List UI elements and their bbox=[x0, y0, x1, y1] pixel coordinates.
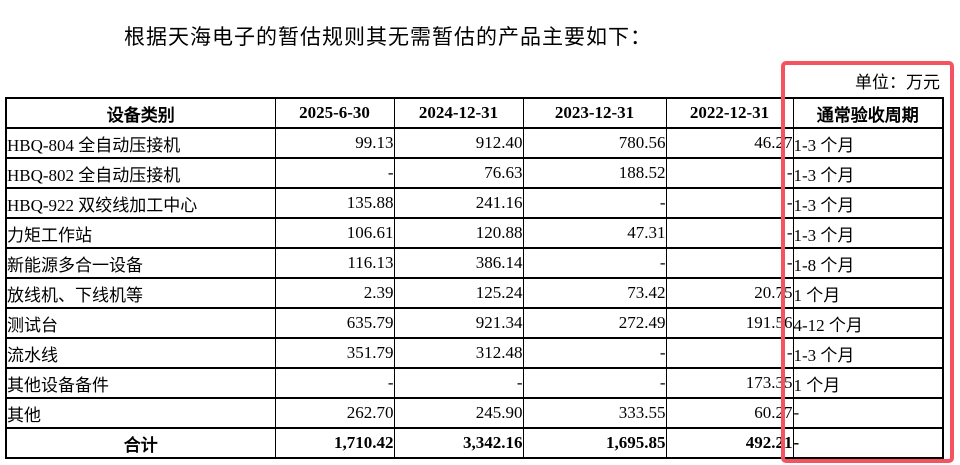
value-cell: 120.88 bbox=[393, 217, 524, 249]
table-row: 放线机、下线机等 2.39 125.24 73.42 20.75 1 个月 bbox=[5, 277, 944, 309]
value-cell: - bbox=[665, 187, 794, 219]
value-cell: - bbox=[665, 337, 794, 369]
column-header-2024-12-31: 2024-12-31 bbox=[393, 97, 524, 129]
value-cell: 2.39 bbox=[274, 277, 395, 309]
column-header-2022-12-31: 2022-12-31 bbox=[665, 97, 794, 129]
value-cell: 99.13 bbox=[274, 127, 395, 159]
value-cell: 780.56 bbox=[522, 127, 667, 159]
total-value-cell: 1,695.85 bbox=[522, 427, 667, 459]
value-cell: 386.14 bbox=[393, 247, 524, 279]
value-cell: 116.13 bbox=[274, 247, 395, 279]
period-cell: 4-12 个月 bbox=[792, 307, 944, 339]
device-name: 力矩工作站 bbox=[5, 217, 276, 249]
device-name: 流水线 bbox=[5, 337, 276, 369]
value-cell: 173.35 bbox=[665, 367, 794, 399]
value-cell: 312.48 bbox=[393, 337, 524, 369]
value-cell: 106.61 bbox=[274, 217, 395, 249]
column-header-device: 设备类别 bbox=[5, 97, 276, 129]
value-cell: 912.40 bbox=[393, 127, 524, 159]
value-cell: 635.79 bbox=[274, 307, 395, 339]
period-cell: 1-3 个月 bbox=[792, 187, 944, 219]
equipment-table: 设备类别 2025-6-30 2024-12-31 2023-12-31 202… bbox=[5, 97, 944, 459]
value-cell: 76.63 bbox=[393, 157, 524, 189]
period-cell: 1-8 个月 bbox=[792, 247, 944, 279]
device-name: HBQ-922 双绞线加工中心 bbox=[5, 187, 276, 219]
value-cell: - bbox=[393, 367, 524, 399]
value-cell: - bbox=[665, 157, 794, 189]
value-cell: 245.90 bbox=[393, 397, 524, 429]
value-cell: 262.70 bbox=[274, 397, 395, 429]
value-cell: 135.88 bbox=[274, 187, 395, 219]
table-row: 力矩工作站 106.61 120.88 47.31 - 1-3 个月 bbox=[5, 217, 944, 249]
table-row: 其他设备备件 - - - 173.35 1 个月 bbox=[5, 367, 944, 399]
value-cell: 351.79 bbox=[274, 337, 395, 369]
table-row: HBQ-802 全自动压接机 - 76.63 188.52 - 1-3 个月 bbox=[5, 157, 944, 189]
value-cell: - bbox=[522, 247, 667, 279]
table-row: HBQ-922 双绞线加工中心 135.88 241.16 - - 1-3 个月 bbox=[5, 187, 944, 219]
value-cell: 188.52 bbox=[522, 157, 667, 189]
table-row: 其他 262.70 245.90 333.55 60.27 - bbox=[5, 397, 944, 429]
column-header-2025-6-30: 2025-6-30 bbox=[274, 97, 395, 129]
device-name: 新能源多合一设备 bbox=[5, 247, 276, 279]
value-cell: 20.75 bbox=[665, 277, 794, 309]
period-cell: 1-3 个月 bbox=[792, 157, 944, 189]
period-cell: 1-3 个月 bbox=[792, 217, 944, 249]
period-cell: 1 个月 bbox=[792, 367, 944, 399]
value-cell: - bbox=[665, 247, 794, 279]
total-value-cell: 492.21 bbox=[665, 427, 794, 459]
device-name: 测试台 bbox=[5, 307, 276, 339]
table-header: 设备类别 2025-6-30 2024-12-31 2023-12-31 202… bbox=[5, 97, 944, 129]
value-cell: 47.31 bbox=[522, 217, 667, 249]
value-cell: - bbox=[522, 187, 667, 219]
value-cell: 921.34 bbox=[393, 307, 524, 339]
paragraph-title: 根据天海电子的暂估规则其无需暂估的产品主要如下： bbox=[124, 25, 652, 49]
value-cell: - bbox=[522, 367, 667, 399]
device-name: 其他 bbox=[5, 397, 276, 429]
value-cell: 241.16 bbox=[393, 187, 524, 219]
value-cell: 125.24 bbox=[393, 277, 524, 309]
value-cell: - bbox=[665, 217, 794, 249]
device-name: HBQ-802 全自动压接机 bbox=[5, 157, 276, 189]
table-body: HBQ-804 全自动压接机 99.13 912.40 780.56 46.27… bbox=[5, 127, 944, 459]
unit-label: 单位：万元 bbox=[855, 73, 940, 92]
value-cell: - bbox=[274, 157, 395, 189]
table-header-row: 设备类别 2025-6-30 2024-12-31 2023-12-31 202… bbox=[5, 97, 944, 129]
value-cell: - bbox=[522, 337, 667, 369]
table-row: 新能源多合一设备 116.13 386.14 - - 1-8 个月 bbox=[5, 247, 944, 279]
value-cell: - bbox=[274, 367, 395, 399]
total-value-cell: 1,710.42 bbox=[274, 427, 395, 459]
column-header-acceptance-period: 通常验收周期 bbox=[792, 97, 944, 129]
column-header-2023-12-31: 2023-12-31 bbox=[522, 97, 667, 129]
table-row: HBQ-804 全自动压接机 99.13 912.40 780.56 46.27… bbox=[5, 127, 944, 159]
device-name: 其他设备备件 bbox=[5, 367, 276, 399]
value-cell: 46.27 bbox=[665, 127, 794, 159]
value-cell: 272.49 bbox=[522, 307, 667, 339]
table-row: 测试台 635.79 921.34 272.49 191.56 4-12 个月 bbox=[5, 307, 944, 339]
table-row: 流水线 351.79 312.48 - - 1-3 个月 bbox=[5, 337, 944, 369]
value-cell: 333.55 bbox=[522, 397, 667, 429]
device-name: HBQ-804 全自动压接机 bbox=[5, 127, 276, 159]
total-period-cell: - bbox=[792, 427, 944, 459]
period-cell: - bbox=[792, 397, 944, 429]
value-cell: 73.42 bbox=[522, 277, 667, 309]
period-cell: 1-3 个月 bbox=[792, 337, 944, 369]
value-cell: 60.27 bbox=[665, 397, 794, 429]
value-cell: 191.56 bbox=[665, 307, 794, 339]
total-label: 合计 bbox=[5, 427, 276, 459]
period-cell: 1-3 个月 bbox=[792, 127, 944, 159]
device-name: 放线机、下线机等 bbox=[5, 277, 276, 309]
period-cell: 1 个月 bbox=[792, 277, 944, 309]
total-value-cell: 3,342.16 bbox=[393, 427, 524, 459]
table-row-total: 合计 1,710.42 3,342.16 1,695.85 492.21 - bbox=[5, 427, 944, 459]
